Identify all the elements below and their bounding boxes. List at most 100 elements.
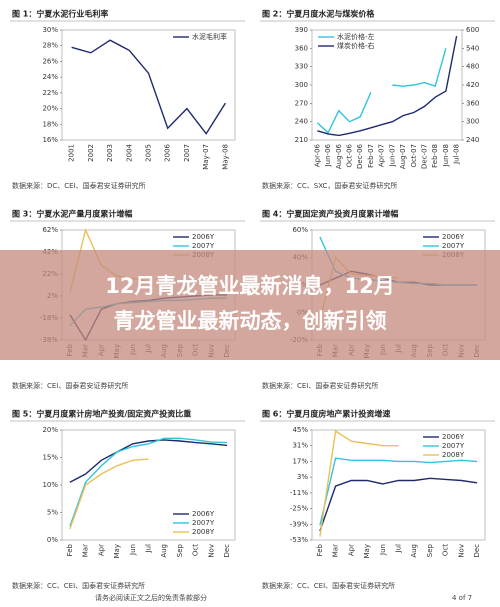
y2-tick-label: 600: [466, 26, 479, 34]
chart-title: 图 1：宁夏水泥行业毛利率: [12, 9, 108, 19]
y-tick-label: 30%: [42, 26, 58, 34]
chart-title: 图 6：宁夏月度房地产累计投资增速: [262, 409, 390, 419]
x-tick-label: 2005: [145, 144, 153, 162]
x-tick-label: Mar: [332, 544, 340, 557]
series-line: [69, 437, 228, 527]
legend-label: 水泥价格-左: [337, 32, 375, 41]
x-tick-label: Jul: [145, 544, 153, 554]
x-tick-label: Oct-06: [346, 143, 354, 167]
series-line: [69, 458, 149, 530]
x-tick-label: Apr-07: [378, 144, 386, 167]
x-tick-label: Oct: [192, 544, 200, 556]
x-tick-label: Aug: [160, 544, 168, 558]
x-tick-label: Jun-07: [388, 144, 396, 167]
x-tick-label: 2007: [183, 144, 191, 162]
y2-tick-label: 300: [466, 118, 479, 126]
x-tick-label: Jun-08: [442, 144, 450, 167]
legend-label: 2007Y: [442, 242, 465, 250]
y-tick-label: 31%: [292, 442, 308, 450]
x-tick-label: Apr: [97, 544, 105, 556]
y-tick-label: 28%: [42, 42, 58, 50]
y-tick-label: 26%: [42, 57, 58, 65]
banner-line: 12月青龙管业最新消息，12月: [105, 274, 394, 298]
y-tick-label: 60%: [292, 226, 308, 234]
x-tick-label: Jul: [395, 544, 403, 554]
banner-line: 青龙管业最新动态，创新引领: [114, 309, 387, 333]
y-tick-label: 5%: [47, 509, 58, 517]
x-tick-label: Feb-08: [431, 144, 439, 168]
x-tick-label: May: [363, 544, 371, 558]
legend-label: 2008Y: [192, 528, 215, 536]
plot-frame: [311, 429, 486, 541]
legend-label: 煤炭价格-右: [337, 41, 375, 50]
y-tick-label: 360: [295, 44, 308, 52]
y2-tick-label: 540: [466, 44, 479, 52]
y-tick-label: 16%: [42, 136, 58, 144]
series-line: [319, 457, 478, 526]
chart-source: 数据来源：CEI、国泰君安证券研究所: [12, 381, 128, 390]
x-tick-label: 2002: [87, 144, 95, 162]
x-tick-label: Jun: [379, 544, 387, 556]
series-line: [317, 35, 458, 137]
y-tick-label: 10%: [42, 481, 58, 489]
x-tick-label: Sep: [426, 543, 434, 557]
x-tick-label: 2006: [164, 143, 172, 161]
x-tick-label: May-07: [202, 144, 210, 170]
y-tick-label: 0%: [47, 536, 58, 544]
y-tick-label: 240: [295, 118, 308, 126]
chart-source: 数据来源：CC、CEI、国泰君安证券研究所: [12, 581, 145, 590]
chart-title: 图 5：宁夏月度累计房地产投资/固定资产投资比重: [12, 409, 191, 419]
legend-label: 水泥毛利率: [192, 32, 227, 41]
chart-title: 图 2：宁夏月度水泥与煤炭价格: [262, 9, 375, 19]
chart-source: 数据来源：DC、CEI、国泰君安证券研究所: [12, 181, 146, 190]
legend-label: 2006Y: [442, 433, 465, 441]
y-tick-label: -25%: [290, 505, 308, 513]
x-tick-label: Aug-07: [399, 144, 407, 169]
x-tick-label: Dec-07: [421, 144, 429, 169]
y-tick-label: 330: [295, 63, 308, 71]
x-tick-label: Feb: [66, 543, 74, 556]
page-number: 4 of 7: [452, 594, 472, 602]
x-tick-label: Dec: [223, 544, 231, 558]
x-tick-label: Oct-07: [410, 144, 418, 168]
y-tick-label: 20%: [42, 426, 58, 434]
chart-source: 数据来源：CC、SXC，国泰君安证券研究所: [262, 181, 397, 190]
y-tick-label: 62%: [42, 226, 58, 234]
y-tick-label: 17%: [292, 457, 308, 465]
plot-frame: [61, 29, 236, 141]
y2-tick-label: 480: [466, 63, 479, 71]
legend-label: 2006Y: [192, 233, 215, 241]
y-tick-label: -11%: [290, 489, 308, 497]
x-tick-label: Mar: [82, 544, 90, 557]
series-line: [319, 477, 478, 532]
y-tick-label: 45%: [292, 426, 308, 434]
x-tick-label: 2001: [68, 144, 76, 162]
x-tick-label: Sep: [176, 543, 184, 557]
x-tick-label: May-08: [221, 144, 229, 170]
x-tick-label: Nov: [207, 544, 215, 558]
legend-label: 2008Y: [442, 451, 465, 459]
x-tick-label: Jul-08: [453, 144, 461, 165]
chart-source: 数据来源：CEI、国泰君安证券研究所: [262, 381, 378, 390]
y-tick-label: 18%: [42, 120, 58, 128]
y-tick-label: 24%: [42, 73, 58, 81]
series-line: [316, 48, 447, 134]
x-tick-label: Nov: [457, 544, 465, 558]
y-tick-label: 300: [295, 81, 308, 89]
chart-title: 图 3：宁夏水泥产量月度累计增幅: [12, 209, 132, 219]
legend-label: 2006Y: [192, 510, 215, 518]
x-tick-label: Oct: [442, 544, 450, 556]
x-tick-label: Jun: [129, 544, 137, 556]
y-tick-label: 210: [295, 136, 308, 144]
y2-tick-label: 360: [466, 99, 479, 107]
x-tick-label: May: [113, 544, 121, 558]
legend-label: 2007Y: [442, 442, 465, 450]
banner-bg: [0, 250, 500, 360]
y-tick-label: -53%: [290, 536, 308, 544]
x-tick-label: Aug-06: [335, 143, 343, 169]
y-tick-label: 3%: [297, 473, 308, 481]
x-tick-label: Feb: [316, 543, 324, 556]
y-tick-label: 20%: [42, 105, 58, 113]
x-tick-label: Dec: [473, 544, 481, 558]
